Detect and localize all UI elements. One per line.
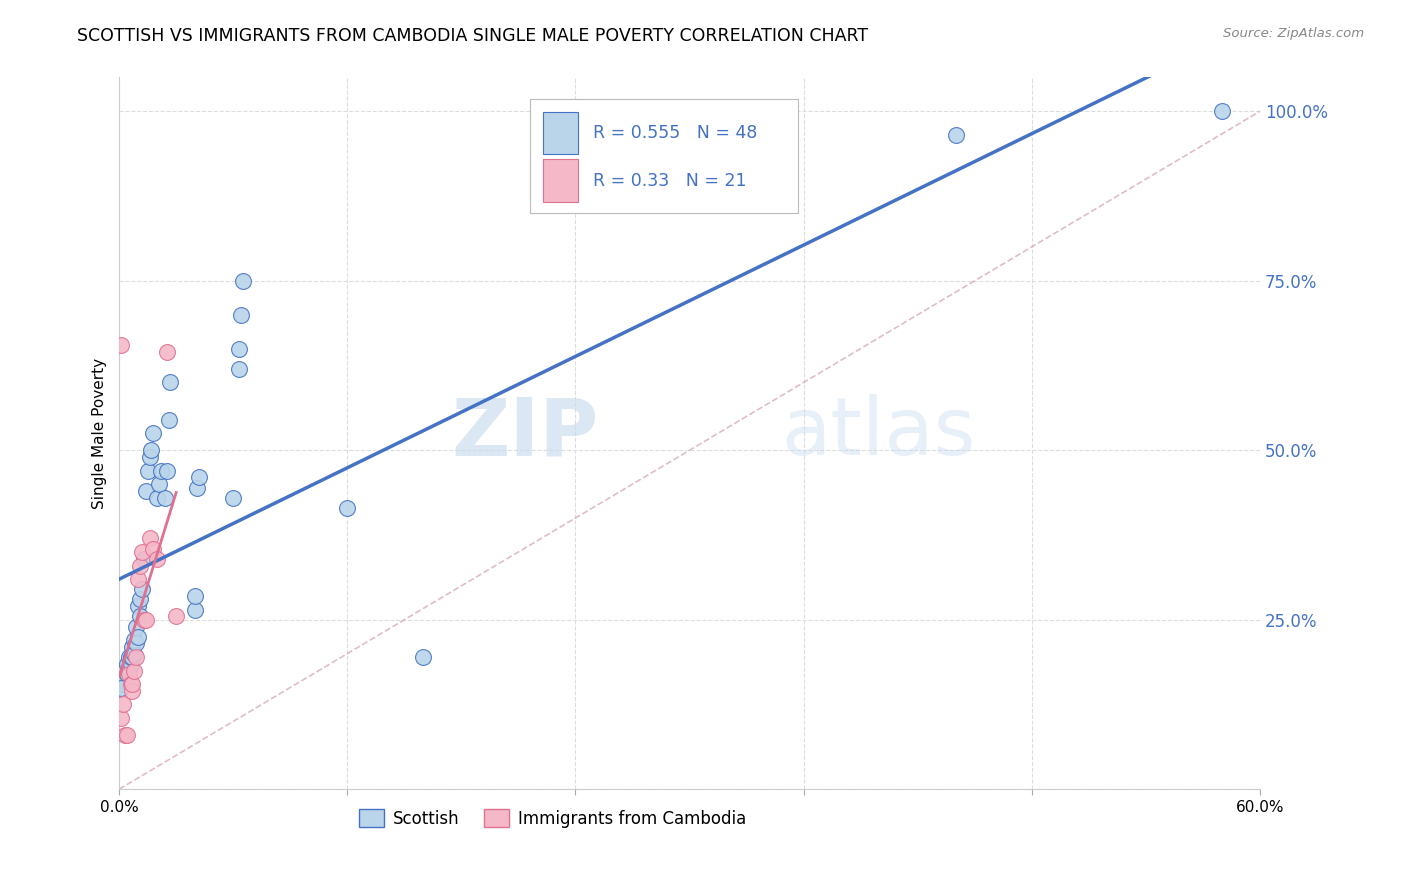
Point <box>117 664 139 678</box>
Point <box>228 362 250 376</box>
Text: Source: ZipAtlas.com: Source: ZipAtlas.com <box>1223 27 1364 40</box>
Point <box>132 613 155 627</box>
Point <box>142 541 165 556</box>
Point <box>124 647 146 661</box>
Point <box>110 711 132 725</box>
FancyBboxPatch shape <box>530 99 797 212</box>
Point <box>131 582 153 597</box>
Point <box>117 667 139 681</box>
Point <box>153 491 176 505</box>
Point <box>156 464 179 478</box>
Point <box>165 609 187 624</box>
Point <box>115 657 138 671</box>
Point <box>125 619 148 633</box>
Text: ZIP: ZIP <box>451 394 598 473</box>
Point <box>121 684 143 698</box>
Text: atlas: atlas <box>780 394 976 473</box>
Point <box>131 545 153 559</box>
Point <box>111 670 134 684</box>
Legend: Scottish, Immigrants from Cambodia: Scottish, Immigrants from Cambodia <box>353 803 752 834</box>
Point <box>111 677 134 691</box>
Point <box>184 589 207 603</box>
Point <box>110 338 132 352</box>
Point <box>336 500 359 515</box>
Point <box>110 681 132 695</box>
Point <box>129 558 152 573</box>
Point <box>135 483 157 498</box>
Point <box>120 677 142 691</box>
Point <box>124 664 146 678</box>
Point <box>132 551 155 566</box>
Point <box>138 532 160 546</box>
Point <box>111 698 134 712</box>
Point <box>127 599 149 614</box>
Point <box>149 464 172 478</box>
Point <box>157 413 180 427</box>
Point <box>156 345 179 359</box>
Point <box>117 650 139 665</box>
Point <box>138 450 160 464</box>
Point <box>114 664 136 678</box>
Text: SCOTTISH VS IMMIGRANTS FROM CAMBODIA SINGLE MALE POVERTY CORRELATION CHART: SCOTTISH VS IMMIGRANTS FROM CAMBODIA SIN… <box>77 27 869 45</box>
Point <box>142 426 165 441</box>
Point <box>232 274 254 288</box>
Point <box>229 308 252 322</box>
Text: R = 0.555   N = 48: R = 0.555 N = 48 <box>592 124 756 142</box>
Point <box>114 728 136 742</box>
Y-axis label: Single Male Poverty: Single Male Poverty <box>93 358 107 509</box>
Point <box>148 477 170 491</box>
FancyBboxPatch shape <box>544 112 578 154</box>
Point <box>120 657 142 671</box>
Point <box>146 491 169 505</box>
Point <box>186 481 208 495</box>
Point <box>945 128 967 142</box>
FancyBboxPatch shape <box>544 160 578 202</box>
Point <box>412 650 434 665</box>
Text: R = 0.33   N = 21: R = 0.33 N = 21 <box>592 172 747 190</box>
Point <box>129 609 152 624</box>
Point <box>121 640 143 654</box>
Point <box>146 551 169 566</box>
Point <box>121 650 143 665</box>
Point <box>129 592 152 607</box>
Point <box>228 342 250 356</box>
Point <box>141 443 163 458</box>
Point <box>1211 104 1233 119</box>
Point <box>125 636 148 650</box>
Point <box>124 633 146 648</box>
Point <box>114 673 136 688</box>
Point <box>115 728 138 742</box>
Point <box>188 470 211 484</box>
Point <box>135 613 157 627</box>
Point <box>136 464 159 478</box>
Point <box>184 602 207 616</box>
Point <box>120 650 142 665</box>
Point <box>127 630 149 644</box>
Point <box>121 677 143 691</box>
Point <box>125 650 148 665</box>
Point <box>222 491 245 505</box>
Point <box>159 376 181 390</box>
Point <box>127 572 149 586</box>
Point <box>115 667 138 681</box>
